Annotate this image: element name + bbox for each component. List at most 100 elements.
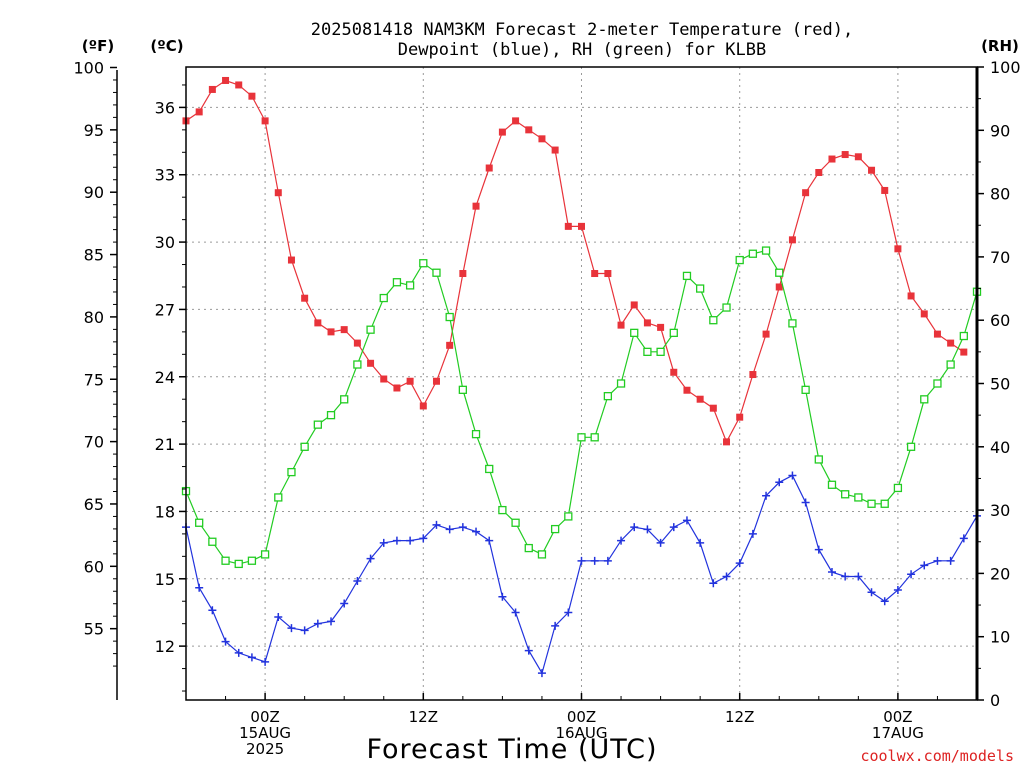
dewpoint-point [234,648,243,657]
temperature-point [235,81,243,89]
rh-axis: 0 10 20 30 40 50 60 70 80 90 100 [977,58,1021,710]
rh-point [511,518,520,527]
dewpoint-point [867,588,876,597]
celsius-tick-label: 30 [155,233,175,252]
dewpoint-point [221,637,230,646]
rh-point [788,319,797,328]
rh-point [682,271,692,281]
fahrenheit-tick-label: 100 [73,58,104,77]
dewpoint-point [603,556,612,565]
dewpoint-point [788,471,797,480]
rh-point [630,328,639,338]
rh-point [880,499,889,508]
temperature-point [525,126,533,134]
rh-point [722,303,731,312]
rh-point [920,395,929,404]
dewpoint-point [617,536,626,545]
temperature-point [775,283,783,291]
dewpoint-point [656,538,665,547]
temperature-point [512,117,520,125]
dewpoint-point [709,579,718,588]
rh-point [603,392,613,401]
rh-tick-label: 80 [990,185,1010,204]
dewpoint-point [933,556,942,565]
dewpoint-point [907,570,916,579]
rh-point [577,433,586,442]
fahrenheit-tick-label: 95 [84,121,104,140]
rh-point [537,550,547,559]
temperature-point [432,377,440,385]
temperature-point [749,371,757,379]
temperature-point [406,377,414,385]
dewpoint-point [841,572,850,581]
time-tick-label: 00Z [567,708,596,726]
time-tick-label: 15AUG [239,724,291,742]
rh-tick-label: 10 [990,628,1010,647]
temperature-point [709,404,717,412]
temperature-point [907,292,915,300]
temperature-point [670,368,678,376]
temperature-point [538,135,546,143]
rh-point [234,559,243,569]
dewpoint-point [524,646,533,655]
celsius-tick-label: 18 [155,502,175,521]
rh-point [208,537,217,546]
rh-point [300,442,309,451]
rh-tick-label: 50 [990,375,1010,394]
temperature-point [551,146,559,154]
rh-point [445,312,454,322]
dewpoint-point [946,556,955,565]
dewpoint-point [643,525,652,534]
time-tick-label: 16AUG [556,724,608,742]
temperature-point [446,341,454,349]
rh-tick-label: 60 [990,311,1010,330]
rh-point [366,325,375,334]
dewpoint-point [630,523,639,532]
dewpoint-point [287,624,296,633]
rh-point [392,278,402,287]
temperature-point [630,301,638,309]
fahrenheit-tick-label: 80 [84,308,104,327]
fahrenheit-tick-label: 75 [84,370,104,389]
rh-point [524,543,533,553]
temperature-point [578,222,585,230]
rh-point [432,268,441,277]
celsius-tick-label: 15 [155,570,175,589]
dewpoint-point [669,523,678,532]
rh-point [696,284,705,293]
rh-tick-label: 70 [990,248,1010,267]
dewpoint-point [590,556,599,565]
temperature-point [815,169,823,176]
temperature-point [564,222,572,230]
rh-point [761,246,771,255]
rh-tick-label: 20 [990,564,1010,583]
rh-point [221,556,230,565]
dewpoint-point [682,516,691,525]
rh-tick-label: 100 [990,58,1021,77]
data-series [181,76,982,678]
dewpoint-point [485,536,494,545]
temperature-point [788,236,796,244]
fahrenheit-tick-label: 55 [84,620,104,639]
fahrenheit-tick-label: 65 [84,495,104,514]
temperature-point [459,270,467,278]
rh-point [274,493,283,502]
rh-point [498,505,507,515]
time-tick-label: 00Z [250,708,279,726]
dewpoint-point [854,572,863,581]
dewpoint-point [801,498,810,507]
dewpoint-point [445,525,454,534]
dewpoint-point [827,568,836,577]
temperature-point [485,164,493,172]
temperature-point [696,395,704,403]
rh-point [405,281,415,290]
temperature-point [920,310,928,318]
rh-point [590,433,599,442]
dewpoint-point [366,554,375,563]
dewpoint-point [274,612,283,621]
dewpoint-point [920,561,929,570]
celsius-tick-label: 36 [155,98,175,117]
rh-point [287,467,296,477]
temperature-point [287,256,295,264]
